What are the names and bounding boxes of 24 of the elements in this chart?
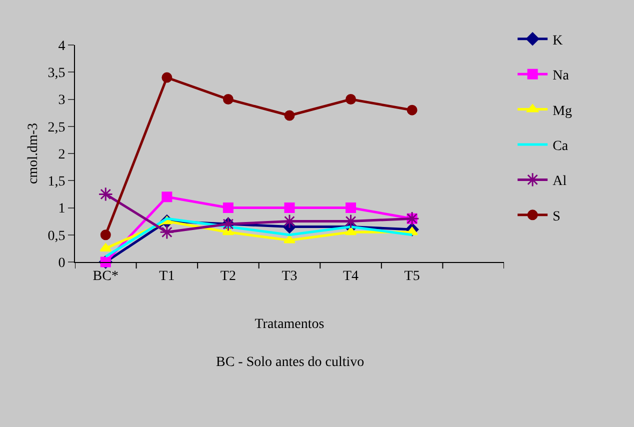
- legend-label: Mg: [552, 104, 572, 119]
- x-tick-label: T5: [404, 268, 420, 284]
- x-tick-label: BC*: [92, 268, 118, 284]
- x-tick-label: T1: [159, 268, 175, 284]
- legend-label: Ca: [552, 138, 569, 154]
- legend-label: K: [552, 33, 563, 48]
- y-tick-label: 0,5: [48, 228, 66, 244]
- y-axis-title: cmol.dm-3: [26, 122, 41, 184]
- y-tick-label: 1: [58, 202, 66, 217]
- y-tick-label: 3,5: [48, 66, 66, 82]
- x-tick-label: T4: [343, 268, 359, 284]
- y-tick-label: 2: [58, 147, 66, 162]
- y-tick-label: 1,5: [48, 174, 66, 190]
- x-axis-title: Tratamentos: [254, 317, 324, 332]
- x-tick-label: T2: [220, 268, 236, 284]
- y-tick-label: 4: [58, 38, 66, 54]
- legend-label: S: [552, 209, 560, 224]
- text: BC - Solo antes do cultivo: [216, 355, 364, 370]
- y-tick-label: 3: [58, 93, 66, 108]
- legend-label: Al: [552, 174, 567, 190]
- y-tick-label: 0: [58, 256, 66, 271]
- x-tick-label: T3: [282, 268, 298, 284]
- y-tick-label: 2,5: [48, 120, 66, 136]
- legend-label: Na: [552, 68, 570, 84]
